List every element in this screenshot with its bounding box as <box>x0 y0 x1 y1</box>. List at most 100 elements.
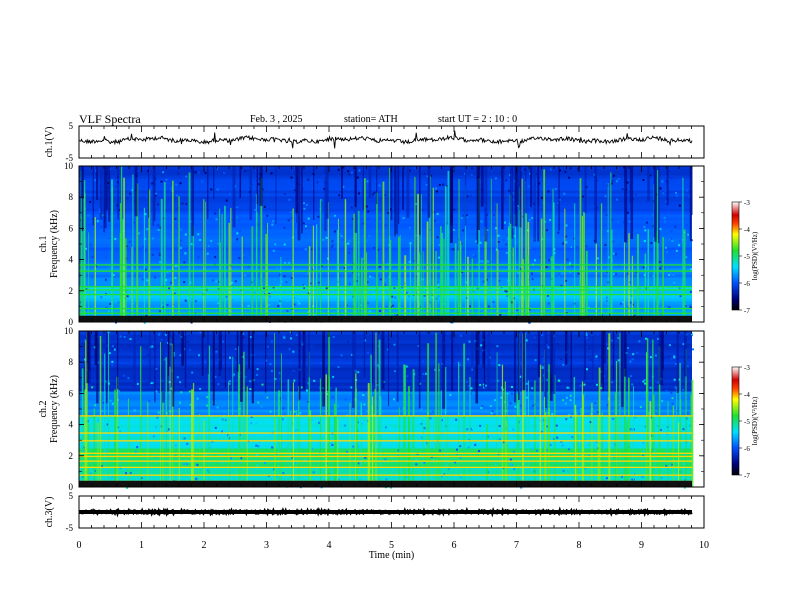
spectrogram-speckle <box>87 214 90 217</box>
spectrogram-speckle <box>325 236 328 239</box>
spectrogram-speckle <box>286 447 289 450</box>
spectrogram-speckle <box>103 439 106 442</box>
spectrogram-speckle <box>571 436 574 439</box>
colorbar-tick-label: -4 <box>744 226 750 234</box>
spectrogram-speckle <box>285 281 288 284</box>
spectrogram-speckle <box>474 443 477 446</box>
spectrogram-gap <box>103 166 106 233</box>
spectrogram-speckle <box>347 213 350 216</box>
narrowband-line <box>79 307 692 310</box>
spectrogram-speckle <box>605 342 608 345</box>
spectrogram-speckle <box>311 448 314 451</box>
colorbar-tick-label: -6 <box>744 445 750 453</box>
spectrogram-speckle <box>642 441 645 444</box>
sferic-streak <box>607 183 609 322</box>
spectrogram-band <box>79 409 692 413</box>
spectrogram-speckle <box>184 299 187 302</box>
spectrogram-gap <box>352 331 355 408</box>
spectrogram-speckle <box>141 225 144 228</box>
sferic-streak <box>376 192 378 322</box>
spectrogram-speckle <box>514 438 517 441</box>
spectrogram-gap <box>104 166 107 229</box>
sferic-streak <box>308 246 311 322</box>
spectrogram-speckle <box>211 279 214 282</box>
spectrogram-speckle <box>318 421 321 424</box>
sferic-streak <box>327 202 329 322</box>
spectrogram-speckle <box>286 438 289 441</box>
spectrogram-gap <box>81 166 84 232</box>
spectrogram-speckle <box>197 373 200 376</box>
spectrogram-speckle <box>373 219 376 222</box>
spectrogram-speckle <box>587 442 590 445</box>
spectrogram-speckle <box>527 185 530 188</box>
spectrogram-speckle <box>174 217 177 220</box>
spectrogram-floor <box>79 315 692 322</box>
spectrogram-speckle <box>214 376 217 379</box>
sferic-streak <box>178 407 180 487</box>
spectrogram-speckle <box>544 292 547 295</box>
x-tick-label: 8 <box>577 540 582 551</box>
spectrogram-speckle <box>473 433 476 436</box>
sferic-streak <box>316 239 318 322</box>
spectrogram-speckle <box>359 189 362 192</box>
spectrogram-gap <box>390 166 393 221</box>
spectrogram-speckle <box>309 282 312 285</box>
spectrogram-speckle <box>300 386 303 389</box>
spectrogram-speckle <box>437 295 440 298</box>
spectrogram-speckle <box>498 425 501 428</box>
spectrogram-speckle <box>659 267 662 270</box>
spectrogram-gap <box>397 166 400 224</box>
spectrogram-band <box>79 361 692 365</box>
spectrogram-speckle <box>151 382 154 385</box>
narrowband-line <box>79 415 692 417</box>
sferic-streak <box>465 185 466 322</box>
sferic-streak <box>490 178 492 322</box>
spectrogram-speckle <box>670 177 673 180</box>
spectrogram-speckle <box>199 387 202 390</box>
sferic-streak <box>525 213 527 322</box>
spectrogram-speckle <box>393 425 396 428</box>
spectrogram-speckle <box>377 368 380 371</box>
date-label: Feb. 3 , 2025 <box>250 114 303 125</box>
spectrogram-speckle <box>97 419 100 422</box>
spectrogram-gap <box>570 331 573 390</box>
spectrogram-speckle <box>94 404 97 407</box>
spectrogram-speckle <box>556 342 559 345</box>
sferic-streak <box>188 172 191 322</box>
spectrogram-speckle <box>454 461 457 464</box>
spectrogram-speckle <box>665 251 668 254</box>
spectrogram-speckle <box>340 235 343 238</box>
spectrogram-speckle <box>364 456 367 459</box>
spectrogram-speckle <box>438 234 441 237</box>
spectrogram-speckle <box>118 209 121 212</box>
spectrogram-speckle <box>533 336 536 339</box>
spectrogram-speckle <box>327 433 330 436</box>
spectrogram-speckle <box>170 427 173 430</box>
spectrogram-speckle <box>466 390 469 393</box>
spectrogram-speckle <box>429 413 432 416</box>
sferic-streak <box>573 377 576 487</box>
sferic-streak <box>363 178 366 322</box>
spectrogram-speckle <box>83 449 86 452</box>
sferic-streak <box>683 229 686 322</box>
sferic-streak <box>255 193 257 322</box>
spectrogram-speckle <box>517 210 520 213</box>
spectrogram-band <box>79 259 692 263</box>
spectrogram-speckle <box>154 276 157 279</box>
spectrogram-speckle <box>684 397 687 400</box>
spectrogram-band <box>79 412 692 416</box>
spectrogram-speckle <box>267 345 270 348</box>
spectrogram-speckle <box>482 383 485 386</box>
spectrogram-band <box>79 406 692 410</box>
spectrogram-speckle <box>204 360 207 363</box>
sferic-streak <box>375 332 377 487</box>
spectrogram-speckle <box>507 189 510 192</box>
sferic-streak <box>518 187 521 322</box>
spectrogram-speckle <box>611 309 614 312</box>
y-tick-label: 4 <box>69 255 74 265</box>
spectrogram-gap <box>543 331 546 397</box>
spectrogram-speckle <box>605 299 608 302</box>
spectrogram-speckle <box>229 397 232 400</box>
x-tick-label: 6 <box>452 540 457 551</box>
